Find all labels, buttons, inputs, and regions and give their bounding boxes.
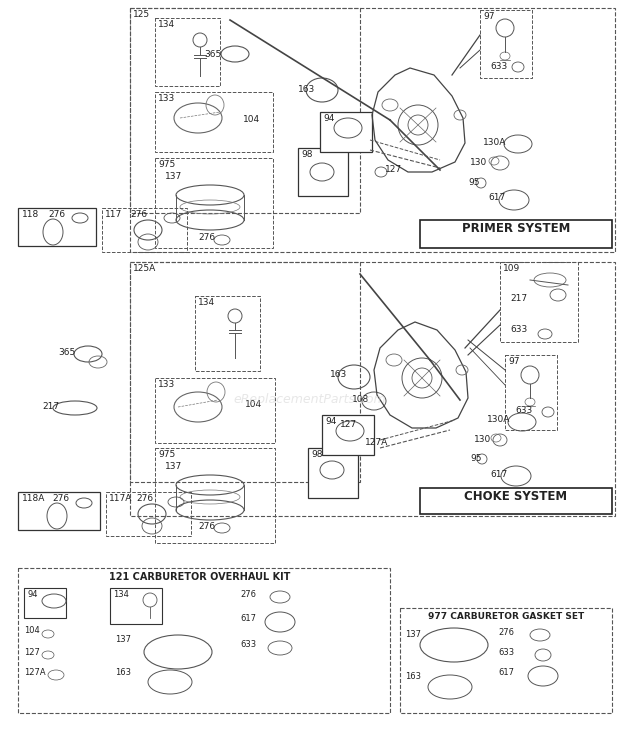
Bar <box>155 92 273 152</box>
Text: 217: 217 <box>42 402 59 411</box>
Text: CHOKE SYSTEM: CHOKE SYSTEM <box>464 490 567 503</box>
Bar <box>308 448 358 498</box>
Text: 127A: 127A <box>24 668 46 677</box>
Bar <box>18 568 390 713</box>
Text: 97: 97 <box>483 12 495 21</box>
Text: 130A: 130A <box>487 415 510 424</box>
Text: 975: 975 <box>158 450 175 459</box>
Bar <box>195 296 260 371</box>
Text: 130A: 130A <box>483 138 507 147</box>
Bar <box>155 18 220 86</box>
Text: 163: 163 <box>405 672 421 681</box>
Bar <box>320 112 372 152</box>
Text: 276: 276 <box>52 494 69 503</box>
Text: 217: 217 <box>510 294 527 303</box>
Text: 130: 130 <box>470 158 487 167</box>
Bar <box>130 8 360 213</box>
Text: 633: 633 <box>490 62 507 71</box>
Text: PRIMER SYSTEM: PRIMER SYSTEM <box>462 222 570 235</box>
Text: 163: 163 <box>330 370 347 379</box>
Text: 104: 104 <box>243 115 260 124</box>
Bar <box>155 158 273 248</box>
Text: 137: 137 <box>165 172 182 181</box>
Text: 365: 365 <box>58 348 75 357</box>
Text: 117: 117 <box>105 210 122 219</box>
Bar <box>155 378 275 443</box>
Text: 118A: 118A <box>22 494 45 503</box>
Text: 95: 95 <box>470 454 482 463</box>
Bar <box>480 10 532 78</box>
Text: 617: 617 <box>488 193 505 202</box>
Text: 98: 98 <box>301 150 312 159</box>
Text: 633: 633 <box>515 406 532 415</box>
Text: 109: 109 <box>503 264 520 273</box>
Bar <box>322 415 374 455</box>
Text: 127: 127 <box>385 165 402 174</box>
Text: 276: 276 <box>240 590 256 599</box>
Bar <box>155 448 275 543</box>
Text: 276: 276 <box>136 494 153 503</box>
Text: 276: 276 <box>130 210 147 219</box>
Text: 617: 617 <box>240 614 256 623</box>
Bar <box>420 488 612 514</box>
Text: 137: 137 <box>115 635 131 644</box>
Text: 617: 617 <box>490 470 507 479</box>
Text: 163: 163 <box>298 85 315 94</box>
Text: 104: 104 <box>24 626 40 635</box>
Text: 617: 617 <box>498 668 514 677</box>
Text: 95: 95 <box>468 178 479 187</box>
Text: 94: 94 <box>325 417 337 426</box>
Bar <box>420 220 612 248</box>
Text: 276: 276 <box>48 210 65 219</box>
Bar <box>102 208 187 252</box>
Bar <box>18 208 96 246</box>
Text: 94: 94 <box>27 590 37 599</box>
Text: 134: 134 <box>113 590 129 599</box>
Text: eReplacementParts.com: eReplacementParts.com <box>234 394 386 406</box>
Text: 276: 276 <box>198 522 215 531</box>
Text: 134: 134 <box>198 298 215 307</box>
Bar <box>400 608 612 713</box>
Text: 125A: 125A <box>133 264 156 273</box>
Text: 163: 163 <box>115 668 131 677</box>
Text: 633: 633 <box>510 325 527 334</box>
Bar <box>106 492 191 536</box>
Text: 117A: 117A <box>109 494 133 503</box>
Text: 137: 137 <box>405 630 421 639</box>
Bar <box>500 262 578 342</box>
Text: 137: 137 <box>165 462 182 471</box>
Text: 108: 108 <box>352 395 370 404</box>
Text: 127: 127 <box>24 648 40 657</box>
Text: 975: 975 <box>158 160 175 169</box>
Text: 977 CARBURETOR GASKET SET: 977 CARBURETOR GASKET SET <box>428 612 584 621</box>
Text: 134: 134 <box>158 20 175 29</box>
Bar <box>130 8 615 252</box>
Text: 127A: 127A <box>365 438 388 447</box>
Bar <box>110 588 162 624</box>
Text: 125: 125 <box>133 10 150 19</box>
Bar <box>18 492 100 530</box>
Bar <box>24 588 66 618</box>
Text: 633: 633 <box>498 648 514 657</box>
Text: 365: 365 <box>204 50 221 59</box>
Text: 118: 118 <box>22 210 39 219</box>
Text: 121 CARBURETOR OVERHAUL KIT: 121 CARBURETOR OVERHAUL KIT <box>109 572 291 582</box>
Text: 633: 633 <box>240 640 256 649</box>
Bar <box>130 262 615 516</box>
Text: 104: 104 <box>245 400 262 409</box>
Bar <box>298 148 348 196</box>
Text: 276: 276 <box>198 233 215 242</box>
Text: 97: 97 <box>508 357 520 366</box>
Text: 133: 133 <box>158 380 175 389</box>
Bar <box>130 262 360 482</box>
Text: 133: 133 <box>158 94 175 103</box>
Text: 127: 127 <box>340 420 357 429</box>
Text: 94: 94 <box>323 114 334 123</box>
Text: 276: 276 <box>498 628 514 637</box>
Text: 98: 98 <box>311 450 322 459</box>
Bar <box>505 355 557 430</box>
Text: 130: 130 <box>474 435 491 444</box>
